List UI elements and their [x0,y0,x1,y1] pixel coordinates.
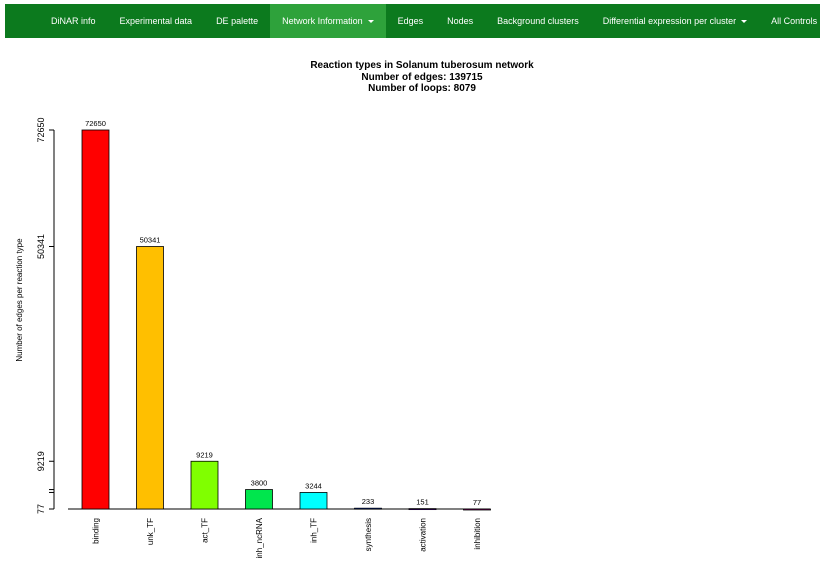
x-category-label: synthesis [364,518,373,551]
nav-item-dinar-info[interactable]: DiNAR info [39,4,108,38]
bar-data-label: 50341 [140,236,161,245]
nav-item-label: Differential expression per cluster [602,16,737,26]
bar-data-label: 9219 [196,450,213,459]
bar-data-label: 77 [473,498,481,507]
chart-title-block: Reaction types in Solanum tuberosum netw… [222,60,622,95]
bar-activation [408,508,437,511]
bar-data-label: 72650 [85,119,106,128]
bar-data-label: 151 [416,498,429,507]
x-category-label: act_TF [201,518,210,543]
nav-item-label: Experimental data [119,16,193,26]
x-category-label: inhibition [473,518,482,550]
nav-item-label: DiNAR info [51,16,96,26]
bar-unk-tf [136,246,164,510]
chart-title: Reaction types in Solanum tuberosum netw… [310,60,534,71]
bar-inh-tf [299,492,328,510]
nav-item-label: Nodes [447,16,474,26]
bar-data-label: 233 [362,497,375,506]
y-axis-label: Number of edges per reaction type [15,238,24,362]
bar-act-tf [190,460,219,510]
nav-item-de-palette[interactable]: DE palette [204,4,270,38]
chart-subtitle-edges: Number of edges: 139715 [361,71,483,83]
x-category-label: binding [92,518,101,544]
y-tick-label: 9219 [36,451,46,471]
nav-item-label: DE palette [216,16,259,26]
x-category-label: inh_TF [310,518,319,543]
bar-data-label: 3800 [251,479,268,488]
nav-item-label: Network Information [282,16,363,26]
caret-down-icon [367,19,374,23]
chart-subtitle-loops: Number of loops: 8079 [368,83,476,94]
nav-item-edges[interactable]: Edges [386,4,436,38]
y-tick-label: 77 [36,504,46,514]
bar-inhibition [463,508,491,511]
bar-binding [81,129,110,510]
x-category-label: inh_ncRNA [255,517,264,558]
nav-item-experimental-data[interactable]: Experimental data [108,4,205,38]
nav-item-differential-expression-per-cluster[interactable]: Differential expression per cluster [591,4,759,38]
nav-item-label: Background clusters [497,16,579,26]
nav-item-label: Edges [397,16,424,26]
nav-item-network-information[interactable]: Network Information [270,4,386,38]
x-category-label: activation [419,518,428,552]
nav-item-nodes[interactable]: Nodes [435,4,485,38]
bar-inh-ncrna [245,489,273,510]
bar-synthesis [354,507,382,510]
nav-item-label: All Controls [771,16,818,26]
caret-down-icon [741,19,748,23]
y-tick-label: 72650 [36,117,46,142]
nav-item-background-clusters[interactable]: Background clusters [485,4,591,38]
y-tick-label: 50341 [36,234,46,259]
bar-data-label: 3244 [305,481,322,490]
nav-item-all-controls[interactable]: All Controls [759,4,825,38]
top-navbar: DiNAR info Experimental data DE palette Net… [5,4,820,38]
x-category-label: unk_TF [146,518,155,545]
